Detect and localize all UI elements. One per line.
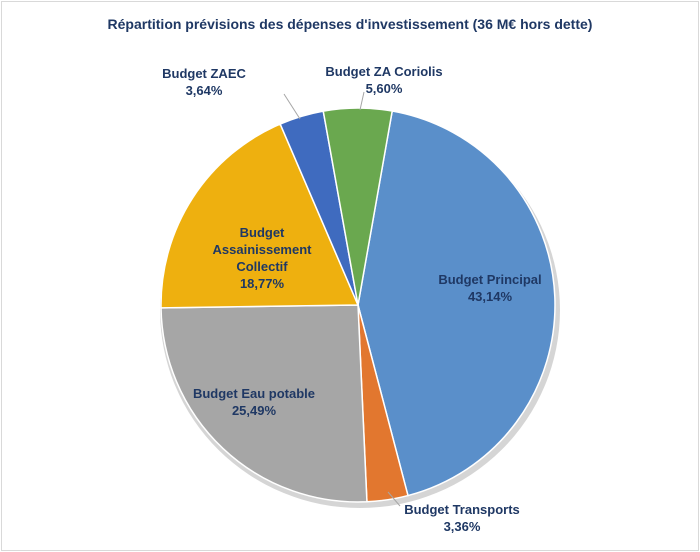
chart-title: Répartition prévisions des dépenses d'in…: [107, 16, 593, 32]
slice-label: Budget ZA Coriolis 5,60%: [324, 63, 444, 97]
pie-slice: [160, 304, 368, 503]
slice-label: Budget Assainissement Collectif 18,77%: [212, 224, 312, 292]
leader-line: [283, 93, 301, 120]
slice-value: 25,49%: [231, 403, 277, 418]
leader-line: [359, 91, 365, 111]
slice-name: Budget Transports: [404, 502, 520, 517]
slice-name: Budget Principal: [438, 272, 542, 287]
slice-name: Budget Eau potable: [192, 386, 316, 401]
pie-slice: [160, 123, 360, 309]
slice-value: 43,14%: [467, 289, 513, 304]
slice-label: Budget Transports 3,36%: [392, 501, 532, 535]
slice-value: 3,64%: [185, 83, 223, 98]
slice-value: 3,36%: [443, 519, 481, 534]
pie-slice: [322, 107, 394, 306]
slice-label: Budget Eau potable 25,49%: [184, 385, 324, 419]
pie-slice: [357, 110, 556, 497]
slice-value: 18,77%: [239, 276, 285, 291]
slice-name: Budget ZAEC: [162, 66, 246, 81]
slice-label: Budget ZAEC 3,64%: [149, 65, 259, 99]
slice-value: 5,60%: [365, 81, 403, 96]
slice-name: Budget ZA Coriolis: [325, 64, 443, 79]
leader-line: [387, 491, 401, 507]
slice-name: Budget Assainissement Collectif: [212, 225, 312, 274]
slice-label: Budget Principal 43,14%: [425, 271, 555, 305]
